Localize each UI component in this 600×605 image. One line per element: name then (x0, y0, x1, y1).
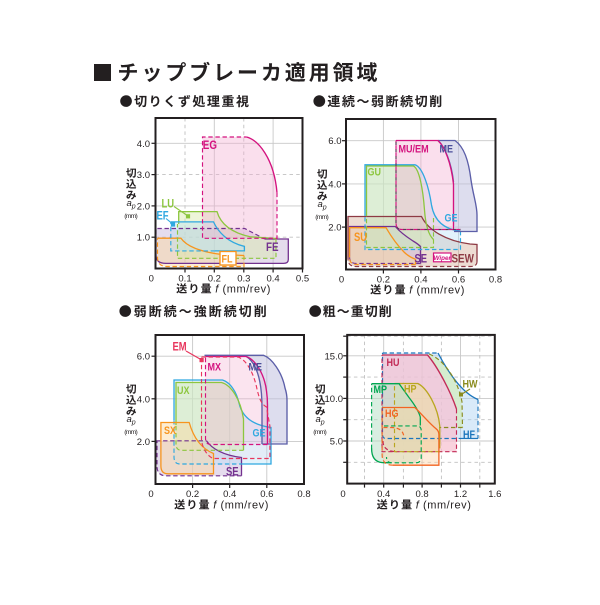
svg-text:10.0: 10.0 (325, 394, 344, 405)
svg-text:HU: HU (387, 357, 400, 369)
svg-text:GE: GE (253, 428, 266, 440)
svg-text:0.8: 0.8 (297, 489, 310, 500)
svg-text:ap: ap (316, 414, 325, 427)
svg-text:GE: GE (445, 212, 458, 224)
svg-text:4.0: 4.0 (328, 179, 341, 190)
svg-text:f (mm/rev): f (mm/rev) (215, 284, 271, 296)
svg-text:0.4: 0.4 (414, 275, 427, 286)
svg-text:3.0: 3.0 (137, 170, 150, 181)
svg-text:0: 0 (340, 489, 345, 500)
svg-text:EG: EG (203, 138, 217, 152)
svg-text:0.6: 0.6 (452, 275, 465, 286)
svg-text:0: 0 (148, 489, 153, 500)
svg-text:SX: SX (164, 425, 177, 437)
svg-text:SE: SE (415, 254, 428, 266)
svg-text:EF: EF (157, 211, 169, 223)
svg-text:0.8: 0.8 (415, 489, 428, 500)
svg-text:0: 0 (339, 275, 344, 286)
svg-text:0.2: 0.2 (186, 489, 199, 500)
svg-text:GU: GU (368, 166, 382, 178)
svg-text:4.0: 4.0 (137, 394, 150, 405)
svg-text:4.0: 4.0 (137, 139, 150, 150)
svg-text:ap: ap (127, 414, 136, 427)
svg-text:(mm): (mm) (124, 429, 138, 436)
svg-text:SU: SU (354, 232, 367, 244)
svg-text:0.2: 0.2 (208, 274, 221, 285)
svg-text:ME: ME (249, 362, 263, 374)
svg-text:Wiper: Wiper (433, 255, 451, 262)
svg-text:MU/EM: MU/EM (399, 143, 429, 155)
svg-text:MP: MP (374, 384, 388, 396)
svg-text:SE: SE (226, 467, 239, 479)
svg-text:0.5: 0.5 (296, 274, 309, 285)
svg-text:2.0: 2.0 (328, 223, 341, 234)
svg-text:2.0: 2.0 (137, 201, 150, 212)
svg-text:HF: HF (463, 429, 475, 441)
svg-text:LU: LU (162, 199, 175, 211)
svg-text:0: 0 (149, 274, 154, 285)
svg-text:0.4: 0.4 (377, 489, 390, 500)
svg-text:5.0: 5.0 (330, 437, 343, 448)
svg-text:ME: ME (440, 143, 454, 155)
svg-text:FL: FL (222, 253, 233, 265)
svg-text:EM: EM (173, 342, 187, 354)
svg-text:MX: MX (208, 362, 222, 374)
svg-text:HW: HW (463, 379, 479, 391)
svg-text:1.6: 1.6 (488, 489, 501, 500)
svg-text:HP: HP (404, 384, 417, 396)
svg-text:ap: ap (127, 198, 136, 211)
svg-text:f (mm/rev): f (mm/rev) (213, 500, 269, 512)
svg-text:ap: ap (318, 199, 327, 212)
svg-text:1.0: 1.0 (137, 233, 150, 244)
svg-text:6.0: 6.0 (328, 136, 341, 147)
svg-text:f (mm/rev): f (mm/rev) (416, 500, 472, 512)
svg-text:FE: FE (266, 240, 279, 254)
svg-text:(mm): (mm) (313, 429, 327, 436)
svg-text:f (mm/rev): f (mm/rev) (409, 285, 465, 297)
svg-text:0.6: 0.6 (260, 489, 273, 500)
svg-text:0.4: 0.4 (266, 274, 279, 285)
svg-text:HG: HG (385, 408, 399, 420)
svg-text:(mm): (mm) (315, 214, 329, 221)
svg-text:1.2: 1.2 (454, 489, 467, 500)
svg-text:6.0: 6.0 (137, 352, 150, 363)
svg-text:0.4: 0.4 (223, 489, 236, 500)
svg-text:0.3: 0.3 (237, 274, 250, 285)
svg-text:(mm): (mm) (124, 213, 138, 220)
svg-text:UX: UX (177, 385, 190, 397)
svg-text:SEW: SEW (452, 252, 475, 266)
svg-text:0.2: 0.2 (377, 275, 390, 286)
svg-text:0.8: 0.8 (489, 275, 502, 286)
svg-text:15.0: 15.0 (325, 351, 344, 362)
svg-text:2.0: 2.0 (137, 437, 150, 448)
svg-text:0.1: 0.1 (178, 274, 191, 285)
